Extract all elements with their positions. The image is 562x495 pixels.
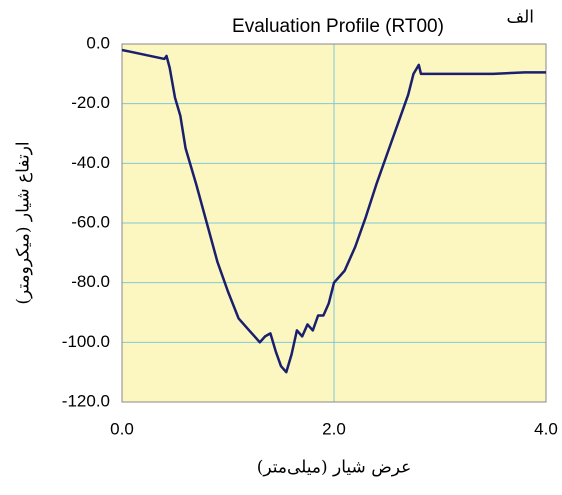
- y-tick-label: -20.0: [71, 93, 110, 112]
- data-line: [121, 48, 546, 374]
- x-tick-label: 4.0: [534, 419, 558, 438]
- y-tick-label: -60.0: [71, 212, 110, 231]
- chart-title: Evaluation Profile (RT00): [232, 16, 444, 37]
- y-tick-label: 0.0: [86, 33, 110, 52]
- y-tick-label: -80.0: [71, 272, 110, 291]
- y-axis-label: ارتفاع شیار (میکرومتر): [14, 141, 34, 304]
- panel-label: الف: [506, 8, 534, 28]
- x-tick-label: 0.0: [110, 419, 134, 438]
- x-axis-label: عرض شیار (میلی‌متر): [257, 458, 412, 478]
- y-tick-label: -100.0: [62, 332, 110, 351]
- y-tick-label: -40.0: [71, 153, 110, 172]
- x-tick-label: 2.0: [322, 419, 346, 438]
- plot-border: [121, 43, 547, 403]
- y-tick-label: -120.0: [62, 391, 110, 410]
